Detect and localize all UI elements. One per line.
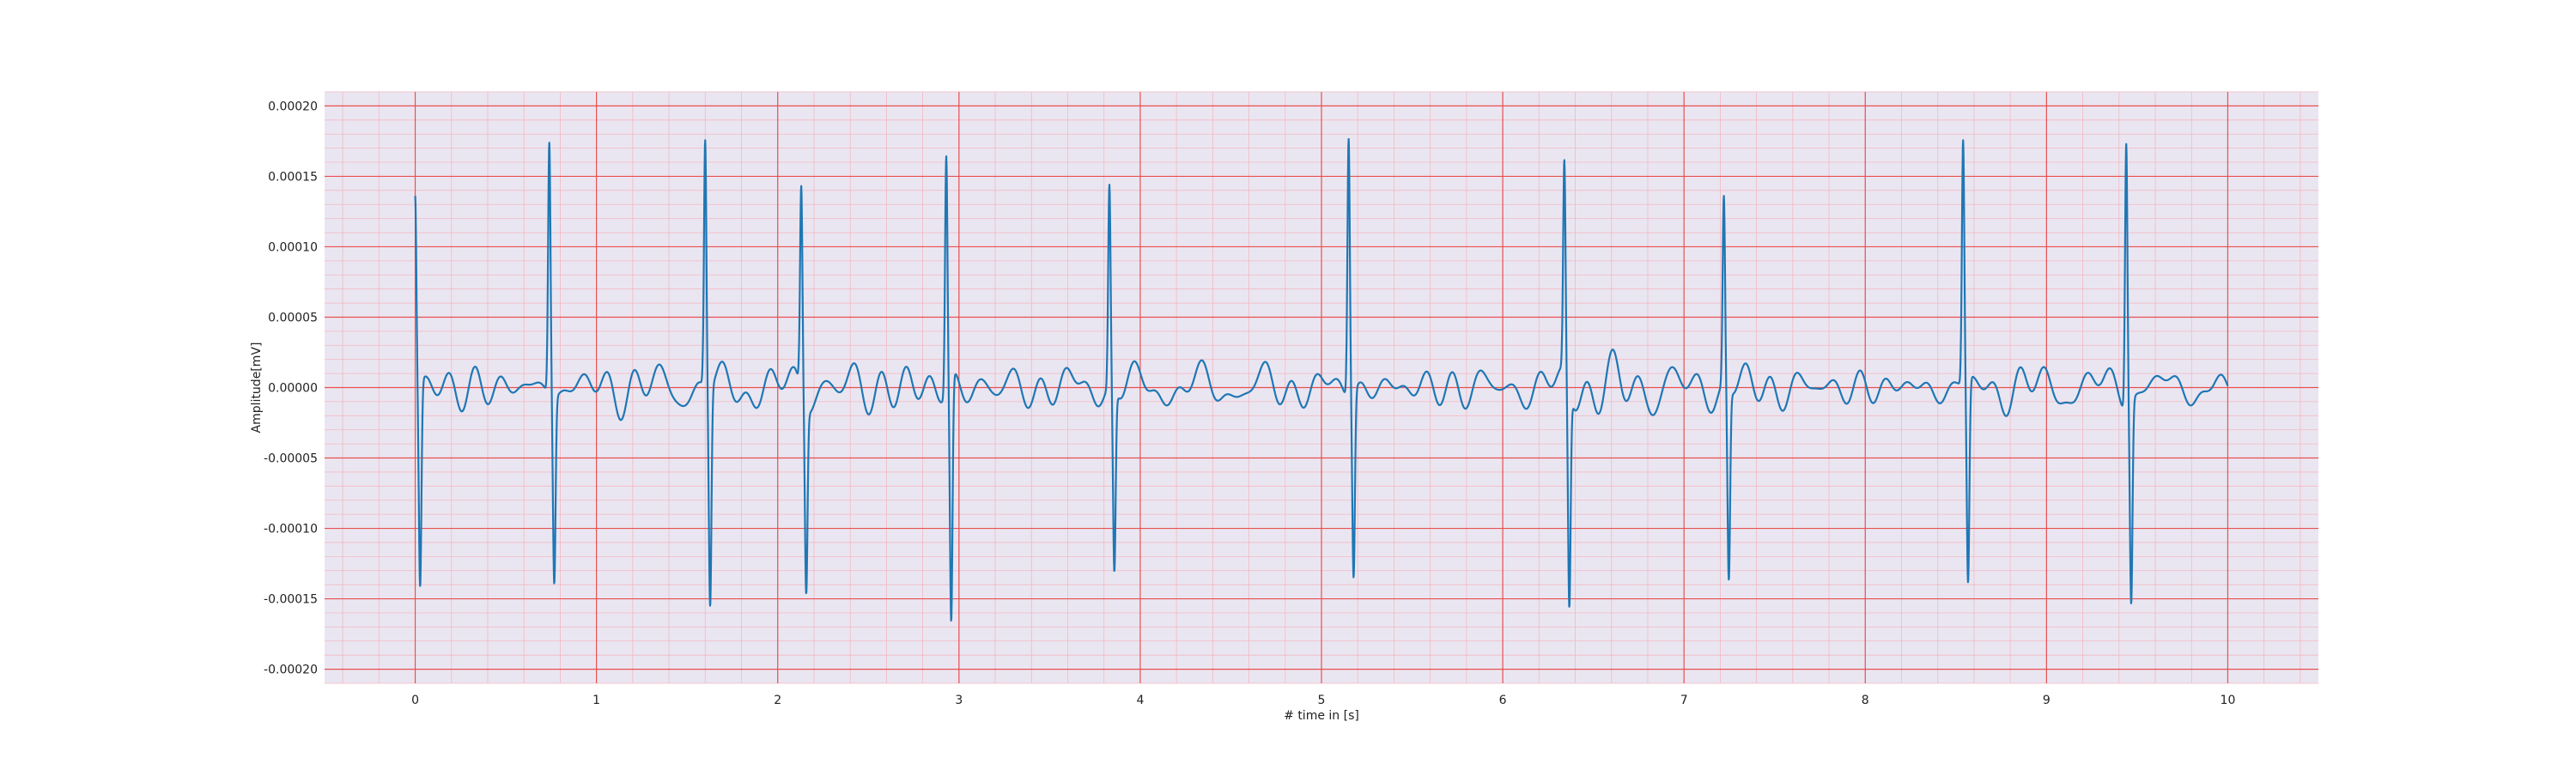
x-tick-label: 0 (411, 694, 419, 707)
x-tick-label: 6 (1499, 694, 1507, 707)
x-axis-ticks: 0 1 2 3 4 5 6 7 8 9 10 (411, 694, 2235, 707)
y-tick-label: -0.00020 (264, 664, 318, 677)
y-tick-label: 0.00015 (268, 170, 318, 184)
y-tick-label: 0.00005 (268, 311, 318, 324)
y-tick-label: 0.00010 (268, 240, 318, 254)
x-tick-label: 9 (2043, 694, 2050, 707)
y-tick-label: -0.00005 (264, 452, 318, 466)
x-axis-label: # time in [s] (1284, 709, 1359, 723)
x-tick-label: 7 (1680, 694, 1688, 707)
series-layer (414, 137, 2229, 622)
ecg-signal-line (414, 137, 2229, 622)
x-tick-label: 10 (2221, 694, 2236, 707)
x-tick-label: 3 (955, 694, 963, 707)
x-tick-label: 4 (1136, 694, 1144, 707)
y-axis-ticks: -0.00020 -0.00015 -0.00010 -0.00005 0.00000 0… (264, 100, 318, 676)
y-tick-label: 0.00000 (268, 382, 318, 396)
y-tick-label: -0.00010 (264, 523, 318, 537)
x-tick-label: 2 (774, 694, 781, 707)
x-tick-label: 8 (1862, 694, 1869, 707)
y-tick-label: -0.00015 (264, 593, 318, 607)
y-tick-label: 0.00020 (268, 100, 318, 113)
x-tick-label: 1 (592, 694, 600, 707)
x-tick-label: 5 (1318, 694, 1326, 707)
major-grid (325, 92, 2318, 683)
y-axis-label: Amplitude[mV] (250, 343, 264, 433)
